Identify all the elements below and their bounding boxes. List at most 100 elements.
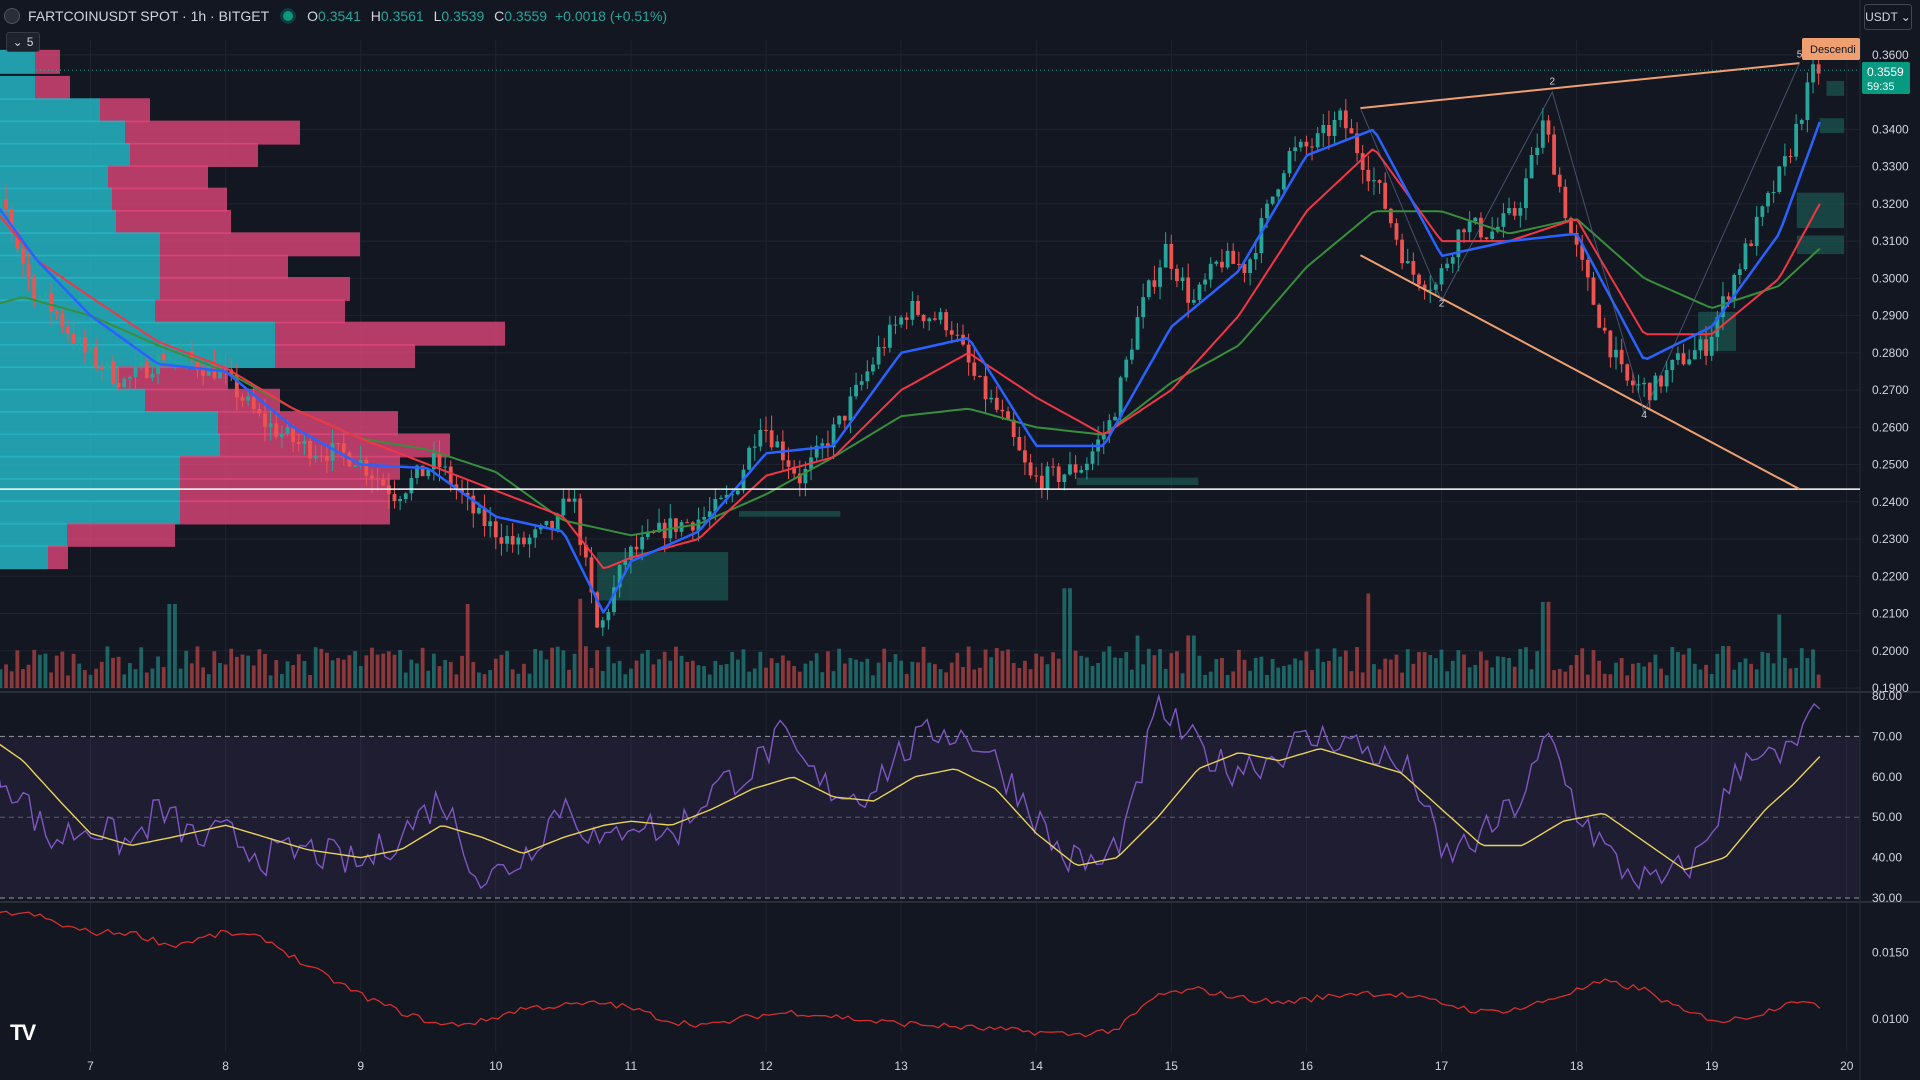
candle-body	[443, 466, 448, 468]
candle-body	[752, 446, 757, 448]
candle-body	[330, 443, 335, 461]
volume-bar	[1248, 670, 1253, 688]
pattern-label-box	[1802, 38, 1860, 60]
time-tick-label: 16	[1300, 1059, 1314, 1073]
currency-select[interactable]: USDT ⌄	[1864, 4, 1912, 30]
symbol-title[interactable]: FARTCOINUSDT SPOT · 1h · BITGET	[28, 8, 270, 24]
volume-profile-buy	[0, 187, 112, 212]
price-tick-label: 0.2600	[1872, 420, 1909, 434]
candle-body	[1760, 206, 1765, 217]
volume-bar	[341, 659, 346, 688]
candle-body	[1681, 353, 1686, 365]
tradingview-logo-icon[interactable]: TV	[10, 1020, 36, 1045]
candle-body	[1101, 433, 1106, 440]
candle-body	[803, 468, 808, 484]
volume-bar	[1220, 657, 1224, 688]
volume-profile-buy	[0, 120, 125, 145]
candle-body	[1377, 180, 1382, 183]
volume-bar	[364, 655, 369, 688]
time-tick-label: 14	[1030, 1059, 1044, 1073]
volume-profile-sell	[160, 254, 288, 279]
candle-body	[1045, 466, 1050, 489]
candle-body	[336, 443, 341, 445]
candle-body	[797, 473, 802, 484]
price-tick-label: 0.2100	[1872, 607, 1909, 621]
candle-body	[1484, 237, 1489, 239]
candle-body	[353, 465, 357, 467]
volume-bar	[1265, 674, 1269, 688]
rsi-tick-label: 50.00	[1872, 810, 1902, 824]
candle-body	[561, 498, 566, 516]
volume-profile-sell	[160, 277, 350, 302]
candle-body	[1709, 336, 1714, 356]
pattern-label: Descendi	[1810, 44, 1856, 56]
candle-body	[1355, 133, 1359, 154]
candle-body	[713, 498, 718, 512]
candle-body	[1248, 259, 1253, 273]
volume-bar	[1726, 646, 1731, 688]
volume-bar	[1704, 664, 1708, 688]
candle-body	[1467, 221, 1472, 233]
price-tick-label: 0.2500	[1872, 458, 1909, 472]
candle-body	[1191, 299, 1196, 303]
candle-body	[66, 326, 70, 334]
volume-bar	[961, 667, 965, 688]
volume-bar	[206, 674, 211, 688]
candle-body	[1225, 250, 1230, 268]
candle-body	[82, 336, 87, 353]
volume-bar	[775, 663, 780, 688]
volume-bar	[218, 662, 222, 688]
atr-tick-label: 0.0100	[1872, 1012, 1909, 1026]
candle-body	[916, 301, 920, 315]
pattern-point-label: 5	[1797, 50, 1803, 61]
symbol-header[interactable]: FARTCOINUSDT SPOT · 1h · BITGET O0.3541 …	[4, 4, 667, 28]
candle-body	[99, 366, 104, 370]
indicator-collapse-button[interactable]: ⌄ 5	[6, 32, 40, 52]
candle-body	[1805, 82, 1810, 121]
volume-bar	[1473, 664, 1478, 688]
candle-body	[1169, 243, 1174, 269]
volume-bar	[1687, 648, 1692, 688]
candle-body	[747, 447, 752, 470]
candle-body	[1450, 257, 1455, 264]
volume-bar	[246, 655, 251, 688]
volume-profile-buy	[0, 522, 67, 547]
volume-bar	[347, 655, 352, 688]
open-label: O	[307, 8, 319, 24]
volume-bar	[1090, 666, 1095, 688]
time-tick-label: 18	[1570, 1059, 1584, 1073]
volume-bar	[212, 651, 217, 688]
volume-bar	[1034, 653, 1039, 688]
candle-body	[769, 430, 774, 448]
candle-body	[1664, 370, 1669, 387]
time-tick-label: 8	[222, 1059, 229, 1073]
volume-bar	[26, 664, 31, 688]
volume-bar	[685, 661, 690, 688]
candle-body	[420, 465, 425, 477]
volume-bar	[1495, 656, 1500, 688]
volume-bar	[786, 660, 791, 688]
candle-body	[465, 492, 470, 496]
volume-bar	[544, 659, 549, 688]
volume-bar	[386, 651, 391, 688]
candle-body	[944, 312, 949, 331]
candle-body	[1000, 409, 1005, 412]
last-price-label: 0.3559	[1867, 65, 1904, 79]
volume-bar	[516, 673, 521, 688]
candle-body	[1034, 475, 1039, 477]
volume-bar	[358, 665, 363, 688]
volume-bar	[1428, 655, 1433, 688]
candle-body	[308, 440, 312, 459]
volume-bar	[302, 661, 307, 688]
candle-body	[1287, 151, 1292, 174]
candle-body	[488, 521, 493, 526]
volume-profile-sell	[35, 75, 70, 100]
volume-bar	[37, 654, 42, 688]
candle-body	[1636, 384, 1641, 386]
candle-body	[1473, 217, 1478, 222]
volume-bar	[1113, 657, 1117, 688]
candle-body	[167, 356, 172, 361]
volume-bar	[994, 647, 999, 688]
volume-bar	[910, 661, 915, 688]
